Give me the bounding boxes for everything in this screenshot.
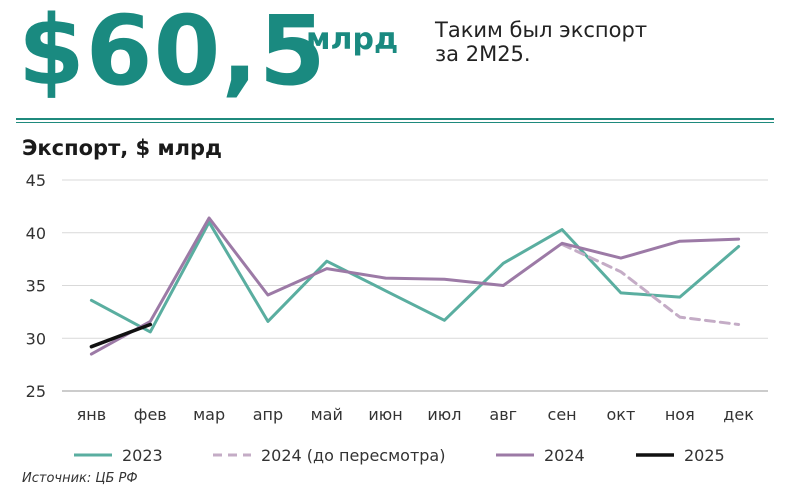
y-tick-label: 40	[26, 224, 46, 243]
x-tick-label: апр	[253, 405, 283, 424]
headline-caption: Таким был экспорт за 2М25.	[435, 18, 648, 66]
y-tick-label: 45	[26, 171, 46, 190]
y-tick-label: 35	[26, 277, 46, 296]
x-tick-label: ноя	[665, 405, 695, 424]
source-note: Источник: ЦБ РФ	[22, 471, 138, 486]
x-tick-label: мар	[193, 405, 225, 424]
legend-label-2024: 2024	[544, 446, 585, 465]
y-tick-label: 25	[26, 382, 46, 401]
x-tick-label: фев	[134, 405, 167, 424]
legend-label-2023: 2023	[122, 446, 163, 465]
x-tick-label: сен	[548, 405, 577, 424]
headline-unit: млрд	[306, 22, 399, 57]
legend-label-2025: 2025	[684, 446, 725, 465]
x-tick-label: май	[311, 405, 343, 424]
divider-rule-top	[16, 118, 774, 120]
divider-rule-bottom	[16, 122, 774, 123]
y-tick-label: 30	[26, 329, 46, 348]
series-line-2024	[89, 216, 741, 356]
x-tick-label: дек	[723, 405, 754, 424]
series-line-2024 (до пересмотра)	[560, 242, 741, 326]
series-line-2025	[89, 322, 153, 349]
series-line-2023	[89, 220, 741, 334]
x-tick-label: янв	[77, 405, 107, 424]
headline-value: $60,5	[18, 0, 327, 107]
legend-label-2024 (до пересмотра): 2024 (до пересмотра)	[261, 446, 445, 465]
x-tick-label: июл	[427, 405, 461, 424]
x-tick-label: авг	[489, 405, 517, 424]
x-tick-label: окт	[607, 405, 636, 424]
x-tick-label: июн	[368, 405, 402, 424]
chart-title: Экспорт, $ млрд	[22, 136, 223, 160]
